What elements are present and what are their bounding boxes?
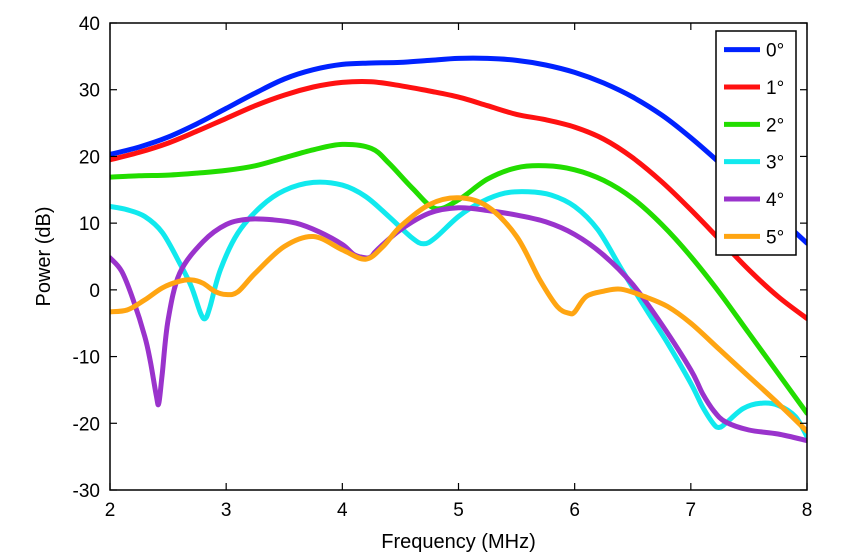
- y-tick-label: 20: [79, 147, 100, 168]
- y-tick-label: 30: [79, 81, 100, 102]
- legend-label-0: 0°: [766, 41, 784, 62]
- y-tick-label: -30: [73, 481, 100, 502]
- legend: 0° 1° 2° 3° 4° 5°: [715, 30, 797, 256]
- x-tick-label: 8: [802, 500, 813, 521]
- y-tick-label: 10: [79, 214, 100, 235]
- legend-label-3: 3°: [766, 153, 784, 174]
- legend-box: [715, 30, 797, 256]
- x-tick-label: 2: [105, 500, 116, 521]
- legend-label-2: 2°: [766, 115, 784, 136]
- legend-label-4: 4°: [766, 190, 784, 211]
- series-line-0: [110, 55, 807, 246]
- x-tick-label: 7: [686, 500, 697, 521]
- x-tick-label: 3: [221, 500, 232, 521]
- series-line-1: [110, 78, 807, 321]
- y-tick-label: 0: [89, 281, 100, 302]
- x-tick-label: 4: [337, 500, 348, 521]
- y-tick-label: 40: [79, 14, 100, 35]
- legend-label-5: 5°: [766, 227, 784, 248]
- x-tick-label: 5: [453, 500, 464, 521]
- series-line-3: [110, 179, 807, 440]
- plot-frame: [109, 22, 808, 491]
- series-line-2: [110, 141, 807, 416]
- series-group: [110, 55, 807, 444]
- series-line-5: [110, 195, 807, 434]
- y-tick-label: -20: [73, 414, 100, 435]
- x-tick-label: 6: [569, 500, 580, 521]
- x-axis-label: Frequency (MHz): [381, 531, 535, 553]
- y-axis-label: Power (dB): [33, 206, 55, 306]
- legend-label-1: 1°: [766, 78, 784, 99]
- y-tick-label: -10: [73, 348, 100, 369]
